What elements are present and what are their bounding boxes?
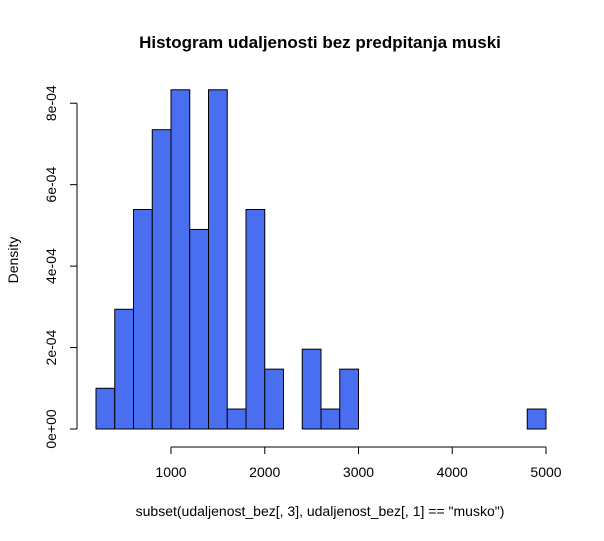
x-tick-label: 1000	[155, 464, 186, 480]
histogram-bar-4800-5000	[526, 408, 547, 430]
y-tick-label: 2e-04	[43, 329, 59, 365]
y-axis-label: Density	[5, 237, 21, 284]
histogram-bar-2400-2600	[301, 348, 322, 430]
y-tick-label: 8e-04	[43, 85, 59, 121]
histogram-bar-1200-1400	[189, 228, 209, 430]
histogram-bar-200-400	[95, 387, 116, 430]
y-axis: 0e+00 2e-04 4e-04 6e-04 8e-04	[43, 85, 78, 449]
histogram-bar-400-600	[114, 308, 134, 430]
histogram-bar-2600-2800	[320, 408, 341, 430]
x-tick-label: 5000	[530, 464, 561, 480]
histogram-bar-1600-1800	[226, 408, 247, 430]
bars-group	[95, 89, 547, 430]
x-axis: 1000 2000 3000 4000 5000	[155, 446, 562, 480]
x-tick-label: 2000	[249, 464, 280, 480]
histogram-bar-2000-2200	[264, 368, 284, 430]
histogram-bar-1800-2000	[245, 209, 266, 430]
y-tick-label: 6e-04	[43, 167, 59, 203]
histogram-bar-800-1000	[151, 129, 172, 430]
histogram-bar-600-800	[133, 209, 153, 430]
y-tick-label: 4e-04	[43, 248, 59, 284]
chart-title: Histogram udaljenosti bez predpitanja mu…	[139, 33, 501, 52]
histogram-bar-1400-1600	[208, 89, 228, 430]
histogram-bar-1000-1200	[170, 89, 191, 430]
x-axis-label: subset(udaljenost_bez[, 3], udaljenost_b…	[136, 503, 505, 519]
x-tick-label: 4000	[437, 464, 468, 480]
y-tick-label: 0e+00	[43, 409, 59, 449]
histogram-bar-2800-3000	[339, 368, 359, 430]
x-tick-label: 3000	[343, 464, 374, 480]
